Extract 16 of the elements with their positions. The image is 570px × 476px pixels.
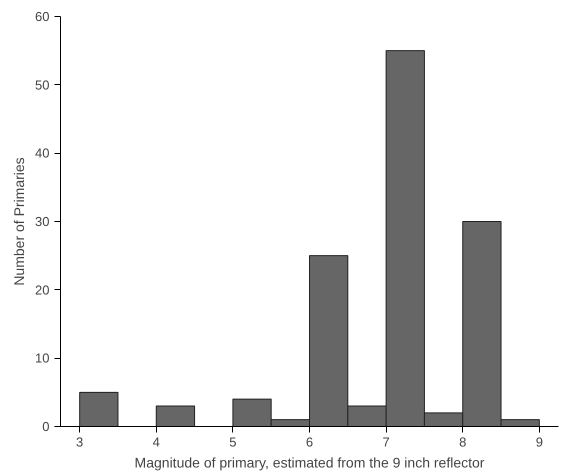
x-tick-label: 5 bbox=[229, 434, 237, 450]
y-tick-label: 20 bbox=[35, 282, 50, 298]
x-tick-label: 4 bbox=[152, 434, 160, 450]
y-tick-label: 50 bbox=[35, 77, 50, 92]
x-tick-label: 9 bbox=[536, 434, 543, 450]
y-tick-label: 30 bbox=[35, 214, 50, 229]
y-tick-label: 60 bbox=[35, 9, 50, 24]
y-tick-label: 40 bbox=[35, 146, 50, 161]
y-axis-title: Number of Primaries bbox=[11, 157, 28, 286]
x-tick-label: 6 bbox=[306, 434, 314, 450]
x-tick-label: 7 bbox=[382, 434, 390, 450]
x-tick-label: 8 bbox=[459, 434, 466, 450]
y-tick-label: 10 bbox=[35, 350, 50, 366]
x-tick-label: 3 bbox=[76, 434, 84, 450]
y-tick-label: 0 bbox=[42, 419, 50, 434]
x-axis-title: Magnitude of primary, estimated from the 9 inch reflector bbox=[134, 454, 485, 470]
